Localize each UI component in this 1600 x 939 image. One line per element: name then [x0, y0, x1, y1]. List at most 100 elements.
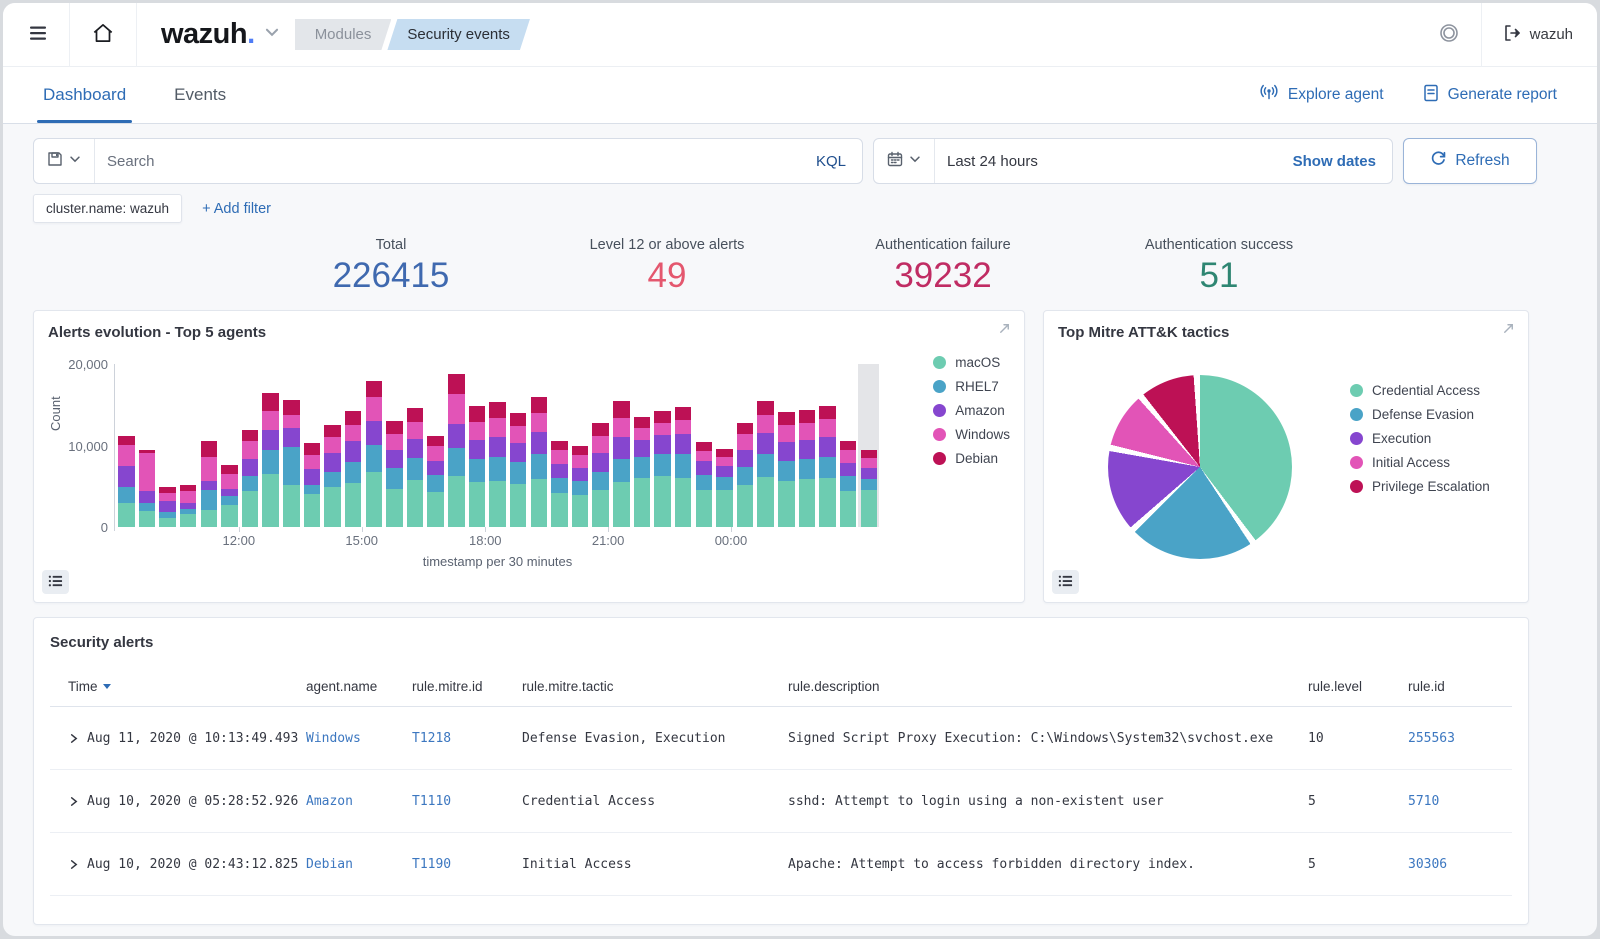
stacked-bar[interactable] [118, 435, 135, 527]
show-dates-button[interactable]: Show dates [1293, 153, 1392, 170]
stacked-bar[interactable] [654, 410, 671, 527]
stacked-bar[interactable] [221, 465, 238, 527]
legend-item[interactable]: Initial Access [1350, 455, 1490, 470]
menu-button[interactable] [21, 16, 55, 53]
filter-pill[interactable]: cluster.name: wazuh [33, 194, 183, 223]
stacked-bar[interactable] [551, 441, 568, 527]
column-header-rule-id[interactable]: rule.id [1408, 679, 1512, 694]
tab-dashboard[interactable]: Dashboard [36, 67, 133, 123]
stacked-bar[interactable] [839, 441, 857, 527]
kpi-value[interactable]: 39232 [894, 256, 992, 295]
query-language-label[interactable]: KQL [815, 152, 846, 170]
stacked-bar[interactable] [344, 411, 362, 527]
stacked-bar[interactable] [757, 400, 774, 527]
column-header-rule-mitre-id[interactable]: rule.mitre.id [412, 679, 522, 694]
stacked-bar[interactable] [283, 399, 300, 527]
date-range-value[interactable]: Last 24 hours [947, 152, 1038, 170]
stacked-bar[interactable] [716, 448, 733, 527]
stacked-bar[interactable] [489, 402, 506, 527]
stacked-bar[interactable] [509, 412, 527, 527]
legend-item[interactable]: Credential Access [1350, 383, 1490, 398]
stacked-bar[interactable] [778, 412, 795, 527]
legend-toggle-button[interactable] [42, 570, 69, 594]
kpi-value[interactable]: 51 [1199, 256, 1239, 295]
generate-report-button[interactable]: Generate report [1422, 83, 1557, 108]
stacked-bar[interactable] [736, 422, 754, 527]
stacked-bar[interactable] [406, 408, 424, 527]
legend-item[interactable]: RHEL7 [933, 379, 1010, 394]
breadcrumb-item[interactable]: Security events [387, 19, 530, 50]
cell-agent-name[interactable]: Debian [306, 856, 353, 872]
stacked-bar[interactable] [798, 409, 816, 527]
legend-item[interactable]: Amazon [933, 403, 1010, 418]
stacked-bar[interactable] [695, 442, 713, 527]
legend-item[interactable]: Debian [933, 451, 1010, 466]
stacked-bar[interactable] [179, 484, 197, 527]
saved-queries-menu[interactable] [34, 139, 95, 183]
status-button[interactable] [1431, 15, 1467, 54]
kpi-value[interactable]: 226415 [332, 256, 450, 295]
column-header-agent-name[interactable]: agent.name [306, 679, 412, 694]
search-input[interactable] [95, 152, 800, 170]
expand-panel-icon[interactable] [1501, 321, 1516, 341]
wazuh-logo[interactable]: wazuh. [161, 18, 255, 50]
legend-item[interactable]: Windows [933, 427, 1010, 442]
stacked-bar[interactable] [592, 422, 609, 527]
cell-agent-name[interactable]: Windows [306, 730, 361, 746]
stacked-bar[interactable] [365, 381, 383, 527]
stacked-bar[interactable] [571, 446, 589, 527]
refresh-button[interactable]: Refresh [1403, 138, 1537, 184]
breadcrumb-item[interactable]: Modules [295, 19, 392, 50]
cell-agent-name[interactable]: Amazon [306, 793, 353, 809]
pie-chart[interactable] [1108, 375, 1292, 559]
add-filter-button[interactable]: + Add filter [202, 200, 271, 217]
expand-panel-icon[interactable] [997, 321, 1012, 341]
stacked-bar[interactable] [427, 435, 444, 527]
stacked-bar[interactable] [262, 392, 279, 527]
stacked-bar[interactable] [324, 425, 341, 527]
stacked-bar[interactable] [303, 443, 321, 527]
stacked-bar[interactable] [819, 406, 836, 527]
cell-rule-id[interactable]: 30306 [1408, 856, 1448, 872]
stacked-bar[interactable] [860, 449, 878, 527]
logout-button[interactable]: wazuh [1496, 17, 1579, 52]
home-button[interactable] [84, 14, 122, 55]
kpi-value[interactable]: 49 [647, 256, 687, 295]
stacked-bar[interactable] [200, 441, 218, 527]
expand-row-icon[interactable] [68, 733, 79, 744]
table-row[interactable]: Aug 10, 2020 @ 02:43:12.825 Debian T1190 In… [50, 833, 1512, 896]
legend-item[interactable]: macOS [933, 355, 1010, 370]
table-row[interactable]: Aug 11, 2020 @ 10:13:49.493 Windows T1218 D… [50, 707, 1512, 770]
cell-rule-mitre-id[interactable]: T1110 [412, 793, 452, 809]
stacked-bar[interactable] [674, 407, 692, 527]
stacked-bar[interactable] [468, 405, 486, 527]
column-header-rule-mitre-tactic[interactable]: rule.mitre.tactic [522, 679, 788, 694]
explore-agent-button[interactable]: Explore agent [1258, 83, 1384, 108]
column-header-rule-level[interactable]: rule.level [1308, 679, 1408, 694]
expand-row-icon[interactable] [68, 859, 79, 870]
stacked-bar[interactable] [159, 487, 176, 527]
column-header-time[interactable]: Time [50, 679, 306, 694]
stacked-bar[interactable] [448, 373, 465, 527]
stacked-bar[interactable] [138, 450, 156, 527]
chevron-down-icon[interactable] [263, 23, 281, 46]
legend-item[interactable]: Defense Evasion [1350, 407, 1490, 422]
legend-item[interactable]: Privilege Escalation [1350, 479, 1490, 494]
legend-toggle-button[interactable] [1052, 570, 1079, 594]
column-header-rule-description[interactable]: rule.description [788, 679, 1308, 694]
date-quick-menu[interactable] [874, 139, 935, 183]
stacked-bar[interactable] [386, 421, 403, 527]
stacked-bar[interactable] [241, 430, 259, 527]
stacked-bar[interactable] [530, 397, 548, 527]
cell-rule-id[interactable]: 5710 [1408, 793, 1440, 809]
cell-rule-id[interactable]: 255563 [1408, 730, 1455, 746]
cell-rule-mitre-id[interactable]: T1190 [412, 856, 452, 872]
legend-item[interactable]: Execution [1350, 431, 1490, 446]
expand-row-icon[interactable] [68, 796, 79, 807]
tab-events[interactable]: Events [174, 67, 226, 123]
stacked-bar[interactable] [613, 400, 630, 527]
sort-desc-icon[interactable] [102, 684, 111, 689]
table-row[interactable]: Aug 10, 2020 @ 05:28:52.926 Amazon T1110 Cr… [50, 770, 1512, 833]
cell-rule-mitre-id[interactable]: T1218 [412, 730, 452, 746]
stacked-bar[interactable] [633, 417, 651, 527]
